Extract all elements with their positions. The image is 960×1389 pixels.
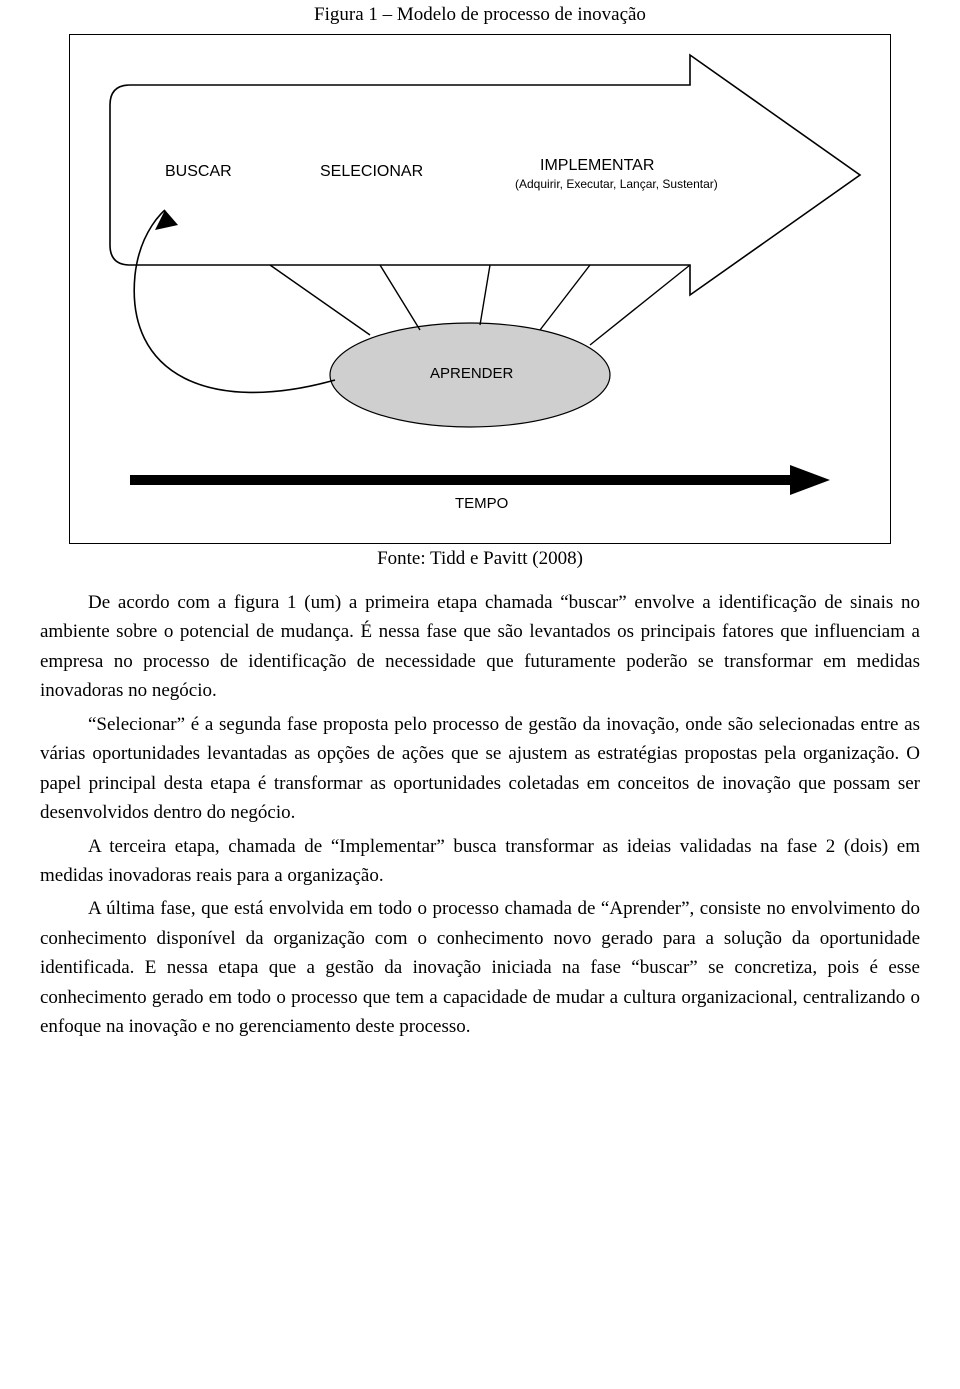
time-arrow (130, 465, 830, 495)
label-aprender: APRENDER (430, 365, 513, 382)
paragraph-1: De acordo com a figura 1 (um) a primeira… (40, 588, 920, 706)
label-buscar: BUSCAR (165, 163, 232, 181)
label-implementar: IMPLEMENTAR (540, 157, 654, 175)
paragraph-4: A última fase, que está envolvida em tod… (40, 894, 920, 1041)
label-implementar-sub: (Adquirir, Executar, Lançar, Sustentar) (515, 177, 718, 191)
body-text: De acordo com a figura 1 (um) a primeira… (40, 588, 920, 1042)
label-selecionar: SELECIONAR (320, 163, 423, 181)
figure-source: Fonte: Tidd e Pavitt (2008) (40, 548, 920, 570)
diagram-svg (70, 35, 890, 543)
label-tempo: TEMPO (455, 495, 508, 512)
diagram: BUSCAR SELECIONAR IMPLEMENTAR (Adquirir,… (69, 34, 891, 544)
paragraph-3: A terceira etapa, chamada de “Implementa… (40, 832, 920, 891)
paragraph-2: “Selecionar” é a segunda fase proposta p… (40, 710, 920, 828)
figure-caption: Figura 1 – Modelo de processo de inovaçã… (40, 4, 920, 26)
